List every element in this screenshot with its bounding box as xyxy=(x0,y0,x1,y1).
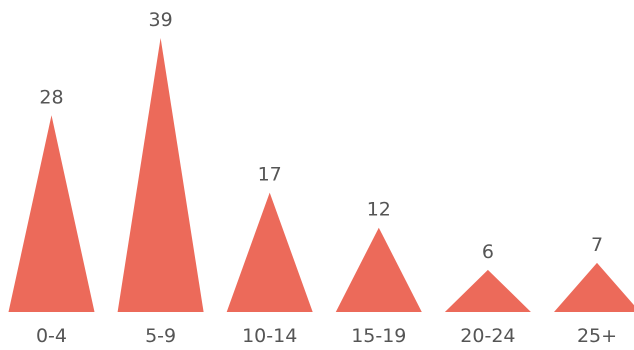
value-label-20-24: 6 xyxy=(482,241,494,263)
category-label-25+: 25+ xyxy=(577,325,617,347)
triangle-bar-0-4 xyxy=(8,115,95,313)
category-label-0-4: 0-4 xyxy=(36,325,67,347)
triangle-bar-10-14 xyxy=(226,192,313,312)
triangle-bar-25+ xyxy=(554,262,634,312)
value-label-10-14: 17 xyxy=(258,164,282,186)
triangle-bar-20-24 xyxy=(444,269,531,312)
triangle-bar-15-19 xyxy=(335,227,422,312)
category-label-10-14: 10-14 xyxy=(242,325,297,347)
chart-marks xyxy=(8,38,634,313)
triangle-bar-5-9 xyxy=(117,38,204,312)
category-label-5-9: 5-9 xyxy=(145,325,176,347)
category-label-15-19: 15-19 xyxy=(351,325,406,347)
value-label-0-4: 28 xyxy=(39,86,63,108)
value-label-25+: 7 xyxy=(591,234,603,256)
chart-category-labels: 0-4 5-9 10-14 15-19 20-24 25+ xyxy=(36,325,617,347)
chart-value-labels: 28 39 17 12 6 7 xyxy=(39,9,603,263)
value-label-15-19: 12 xyxy=(367,199,391,221)
value-label-5-9: 39 xyxy=(149,9,173,31)
category-label-20-24: 20-24 xyxy=(460,325,515,347)
